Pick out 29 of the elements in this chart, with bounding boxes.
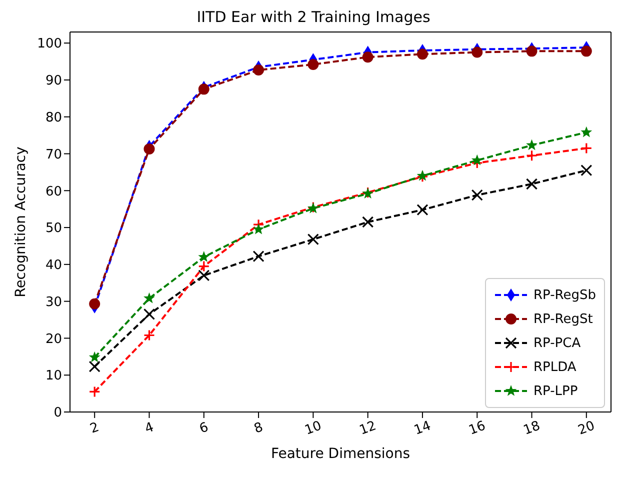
x-tick-label: 14	[412, 418, 433, 438]
y-tick-label: 80	[45, 110, 62, 126]
y-tick-label: 100	[37, 36, 62, 52]
x-axis-title: Feature Dimensions	[270, 446, 410, 462]
y-tick-label: 50	[45, 221, 62, 236]
y-tick-label: 30	[45, 294, 62, 310]
legend-label: RP-RegSb	[534, 288, 596, 302]
y-tick-label: 90	[45, 74, 62, 89]
x-tick-label: 2	[88, 420, 102, 437]
x-tick-label: 10	[303, 418, 324, 438]
y-tick-label: 70	[45, 147, 62, 162]
x-tick-label: 4	[142, 420, 156, 437]
legend-label: RP-RegSt	[534, 312, 593, 326]
x-tick-label: 12	[358, 418, 378, 438]
y-tick-label: 60	[45, 184, 62, 200]
legend-label: RP-PCA	[534, 336, 581, 350]
x-tick-label: 20	[576, 418, 597, 438]
y-tick-label: 40	[45, 258, 62, 274]
x-tick-label: 16	[466, 418, 488, 438]
y-tick-label: 10	[45, 368, 62, 384]
x-tick-label: 6	[198, 420, 211, 437]
x-tick-label: 18	[522, 418, 542, 438]
legend-label: RPLDA	[534, 360, 576, 374]
y-axis-title: Recognition Accuracy	[12, 146, 29, 298]
x-tick-label: 8	[252, 420, 266, 437]
y-tick-label: 0	[54, 406, 62, 421]
y-tick-label: 20	[45, 332, 62, 347]
legend-label: RP-LPP	[534, 384, 578, 398]
chart-title: IITD Ear with 2 Training Images	[196, 8, 432, 28]
